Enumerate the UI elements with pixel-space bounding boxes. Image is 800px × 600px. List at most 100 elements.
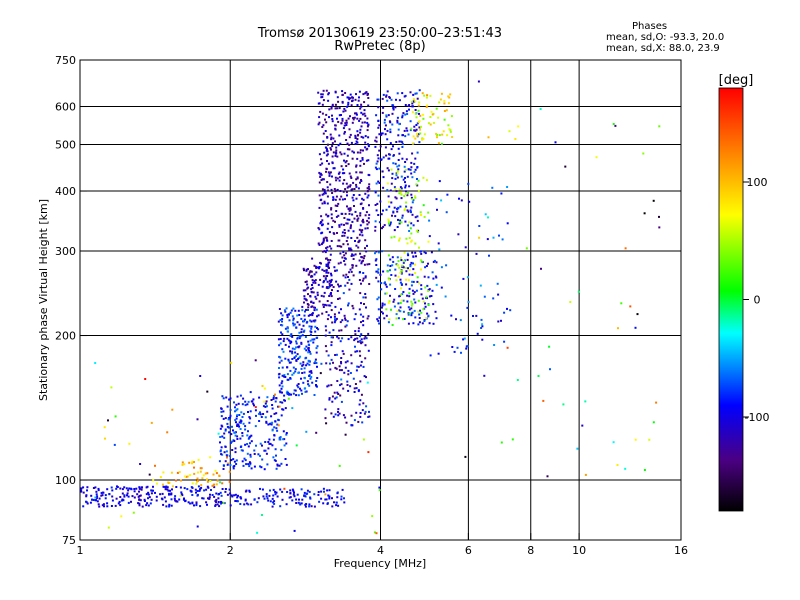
scatter-point [347, 163, 350, 166]
scatter-point [409, 227, 412, 230]
x-tick-label: 2 [227, 544, 234, 557]
scatter-point [410, 211, 412, 214]
scatter-point [242, 422, 245, 425]
scatter-point [303, 367, 306, 370]
scatter-point [321, 96, 324, 98]
scatter-point [400, 269, 403, 272]
scatter-point [285, 442, 288, 445]
scatter-point [359, 412, 362, 414]
scatter-point [353, 391, 356, 393]
scatter-point [235, 409, 238, 412]
scatter-point [278, 464, 281, 467]
scatter-point [330, 344, 333, 347]
scatter-point [396, 170, 399, 173]
scatter-point [331, 175, 333, 178]
scatter-point [308, 490, 311, 493]
scatter-point [338, 179, 341, 182]
scatter-point [411, 176, 414, 179]
scatter-point [366, 263, 369, 266]
scatter-point [324, 334, 327, 337]
phases-x-line: mean, sd,X: 88.0, 23.9 [606, 43, 720, 54]
scatter-point [399, 278, 402, 281]
scatter-point [636, 313, 639, 316]
scatter-point [330, 207, 333, 210]
scatter-point [356, 157, 359, 160]
scatter-point [363, 101, 366, 104]
scatter-point [576, 447, 579, 450]
scatter-point [379, 200, 382, 203]
scatter-point [387, 220, 390, 223]
scatter-point [303, 377, 306, 380]
scatter-point [355, 264, 358, 267]
scatter-point [412, 93, 415, 96]
scatter-point [407, 279, 410, 282]
scatter-point [186, 488, 189, 491]
scatter-point [147, 497, 149, 500]
scatter-point [402, 291, 405, 293]
scatter-point [435, 276, 438, 279]
scatter-point [246, 443, 249, 445]
scatter-point [171, 408, 174, 411]
scatter-point [349, 184, 352, 187]
scatter-point [346, 222, 349, 225]
scatter-point [404, 161, 407, 163]
scatter-point [305, 390, 308, 393]
scatter-point [277, 338, 280, 341]
scatter-point [281, 366, 284, 369]
scatter-point [312, 341, 315, 344]
colorbar-label: [deg] [719, 73, 754, 88]
scatter-point [361, 158, 364, 161]
scatter-point [358, 90, 361, 93]
scatter-point [427, 290, 430, 293]
scatter-point [318, 300, 321, 303]
scatter-point [367, 185, 370, 188]
scatter-point [343, 371, 346, 374]
scatter-point [419, 125, 422, 128]
scatter-point [301, 372, 304, 374]
scatter-point [325, 170, 327, 173]
scatter-point [329, 171, 332, 174]
scatter-point [440, 199, 443, 202]
scatter-point [629, 305, 632, 308]
scatter-point [406, 113, 409, 115]
scatter-point [312, 281, 315, 284]
scatter-point [381, 304, 384, 307]
scatter-point [347, 229, 350, 232]
scatter-point [300, 331, 303, 334]
scatter-point [391, 324, 394, 326]
scatter-point [233, 401, 235, 404]
scatter-point [374, 229, 377, 232]
scatter-point [354, 137, 357, 139]
scatter-point [138, 498, 141, 501]
scatter-point [341, 117, 344, 120]
scatter-point [361, 256, 364, 259]
scatter-point [377, 319, 380, 322]
scatter-point [170, 498, 173, 501]
scatter-point [407, 191, 409, 194]
scatter-point [391, 256, 394, 259]
scatter-point [408, 108, 410, 111]
scatter-point [343, 260, 346, 262]
scatter-point [291, 350, 294, 353]
scatter-point [492, 297, 495, 300]
scatter-point [309, 319, 312, 322]
scatter-point [130, 500, 132, 503]
scatter-point [315, 362, 318, 364]
scatter-point [337, 100, 340, 103]
scatter-point [279, 390, 282, 393]
scatter-point [334, 413, 337, 416]
scatter-point [239, 437, 242, 440]
scatter-point [411, 273, 414, 276]
scatter-point [297, 309, 300, 312]
scatter-point [331, 505, 334, 508]
scatter-point [403, 195, 406, 198]
scatter-point [332, 286, 335, 288]
scatter-point [283, 487, 286, 490]
scatter-point [404, 177, 406, 179]
scatter-point [395, 190, 398, 193]
scatter-point [282, 438, 285, 441]
scatter-point [405, 266, 408, 269]
scatter-point [146, 485, 149, 488]
scatter-point [263, 387, 266, 390]
scatter-point [429, 123, 432, 126]
